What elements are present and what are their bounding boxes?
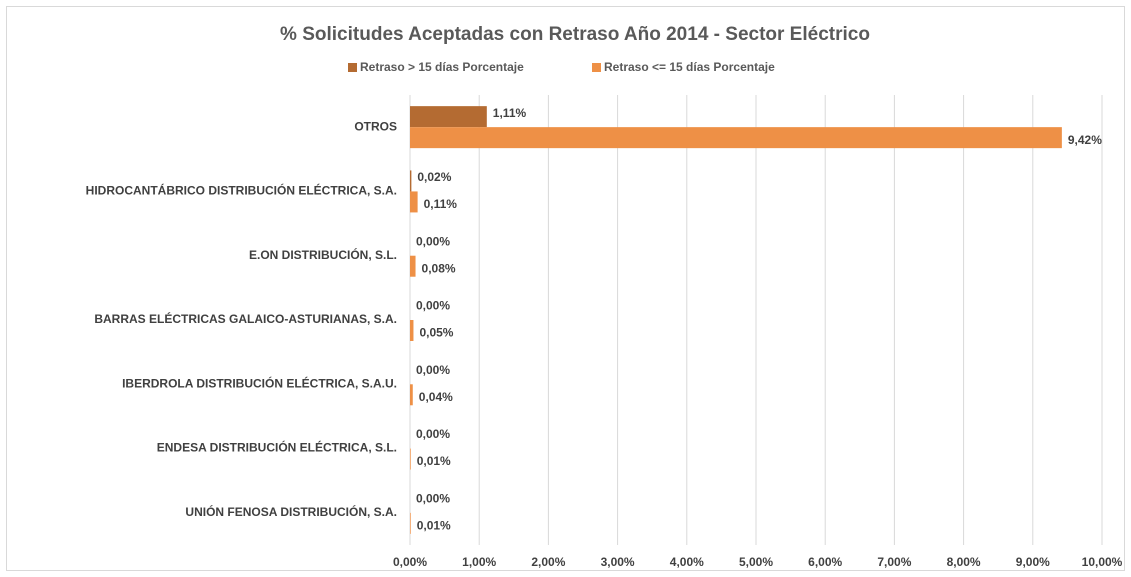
y-tick-label: HIDROCANTÁBRICO DISTRIBUCIÓN ELÉCTRICA, … <box>86 183 397 198</box>
x-tick-label: 6,00% <box>808 555 842 569</box>
value-label: 0,00% <box>416 299 450 313</box>
legend-label: Retraso <= 15 días Porcentaje <box>604 60 775 74</box>
bar <box>410 127 1062 149</box>
value-label: 0,08% <box>422 261 456 275</box>
chart-frame <box>6 6 1125 571</box>
x-tick-label: 0,00% <box>393 555 427 569</box>
legend-swatch <box>348 63 357 72</box>
x-tick-label: 5,00% <box>739 555 773 569</box>
value-label: 0,00% <box>416 234 450 248</box>
value-label: 0,11% <box>424 197 458 211</box>
x-tick-label: 8,00% <box>947 555 981 569</box>
value-label: 0,01% <box>417 519 451 533</box>
value-label: 0,05% <box>419 326 453 340</box>
bar <box>410 106 487 128</box>
chart-title: % Solicitudes Aceptadas con Retraso Año … <box>280 24 870 45</box>
y-tick-label: E.ON DISTRIBUCIÓN, S.L. <box>249 247 397 262</box>
bar <box>410 512 411 534</box>
bar <box>410 170 412 192</box>
legend-label: Retraso > 15 días Porcentaje <box>360 60 524 74</box>
y-tick-label: UNIÓN FENOSA DISTRIBUCIÓN, S.A. <box>185 504 397 519</box>
value-label: 0,00% <box>416 363 450 377</box>
y-tick-label: IBERDROLA DISTRIBUCIÓN ELÉCTRICA, S.A.U. <box>122 375 397 390</box>
x-tick-label: 2,00% <box>531 555 565 569</box>
x-tick-label: 4,00% <box>670 555 704 569</box>
value-label: 0,04% <box>419 390 453 404</box>
bar <box>410 255 416 277</box>
y-tick-label: ENDESA DISTRIBUCIÓN ELÉCTRICA, S.L. <box>157 440 397 455</box>
bar <box>410 448 411 470</box>
y-tick-label: OTROS <box>354 119 397 133</box>
bar <box>410 320 414 341</box>
value-label: 0,00% <box>416 427 450 441</box>
x-tick-label: 7,00% <box>877 555 911 569</box>
bar <box>410 384 413 406</box>
value-label: 0,00% <box>416 492 450 506</box>
x-tick-label: 3,00% <box>601 555 635 569</box>
value-label: 0,02% <box>417 170 451 184</box>
bar <box>410 191 418 213</box>
legend-swatch <box>592 63 601 72</box>
value-label: 0,01% <box>417 454 451 468</box>
x-tick-label: 10,00% <box>1082 555 1123 569</box>
value-label: 9,42% <box>1068 133 1102 147</box>
x-tick-label: 1,00% <box>462 555 496 569</box>
x-tick-label: 9,00% <box>1016 555 1050 569</box>
value-label: 1,11% <box>493 106 527 120</box>
y-tick-label: BARRAS ELÉCTRICAS GALAICO-ASTURIANAS, S.… <box>94 311 397 326</box>
